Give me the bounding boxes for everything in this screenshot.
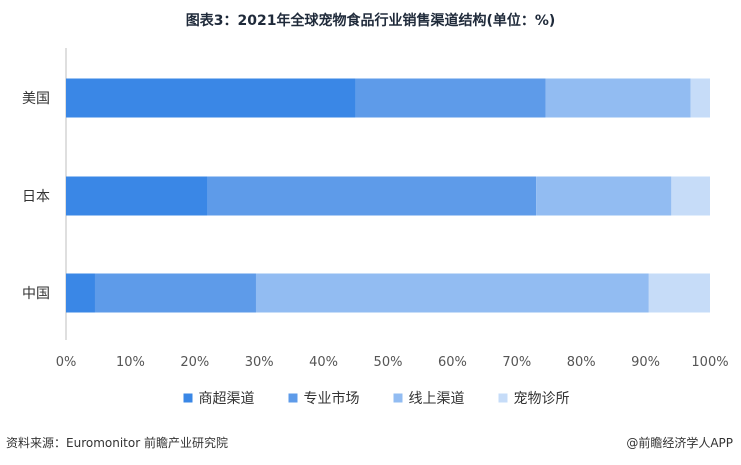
x-tick-label: 10%: [116, 355, 145, 370]
x-tick-label: 100%: [691, 355, 728, 370]
bar-2-series-3: [536, 176, 672, 216]
bar-3-series-4: [648, 273, 710, 313]
category-label: 美国: [22, 91, 50, 107]
bar-1-series-2: [355, 78, 546, 118]
legend-swatch: [393, 393, 403, 403]
x-tick-label: 20%: [180, 355, 209, 370]
legend-label: 专业市场: [304, 390, 360, 407]
bar-1-series-4: [690, 78, 710, 118]
bar-1-series-3: [545, 78, 691, 118]
legend-label: 线上渠道: [409, 391, 465, 407]
x-tick-label: 30%: [245, 355, 274, 370]
brand-note: @前瞻经济学人APP: [626, 436, 733, 450]
bar-3-series-2: [94, 273, 256, 313]
x-tick-label: 80%: [567, 355, 596, 370]
x-tick-label: 0%: [56, 355, 77, 370]
bar-2-series-4: [671, 176, 710, 216]
x-tick-label: 50%: [374, 355, 403, 370]
bar-1-series-1: [66, 78, 356, 118]
bar-3-series-1: [66, 273, 95, 313]
legend-label: 商超渠道: [199, 391, 255, 407]
chart-title: 图表3：2021年全球宠物食品行业销售渠道结构(单位：%): [185, 13, 556, 29]
legend-swatch: [498, 393, 508, 403]
x-tick-label: 40%: [309, 355, 338, 370]
category-label: 中国: [22, 286, 50, 302]
x-tick-label: 90%: [631, 355, 660, 370]
source-note: 资料来源：Euromonitor 前瞻产业研究院: [6, 436, 228, 450]
bar-3-series-3: [255, 273, 649, 313]
legend-swatch: [288, 393, 298, 403]
x-tick-label: 60%: [438, 355, 467, 370]
category-label: 日本: [22, 189, 50, 205]
bar-2-series-2: [207, 176, 537, 216]
legend-swatch: [183, 393, 193, 403]
legend-label: 宠物诊所: [514, 391, 570, 407]
bar-2-series-1: [66, 176, 208, 216]
x-tick-label: 70%: [502, 355, 531, 370]
